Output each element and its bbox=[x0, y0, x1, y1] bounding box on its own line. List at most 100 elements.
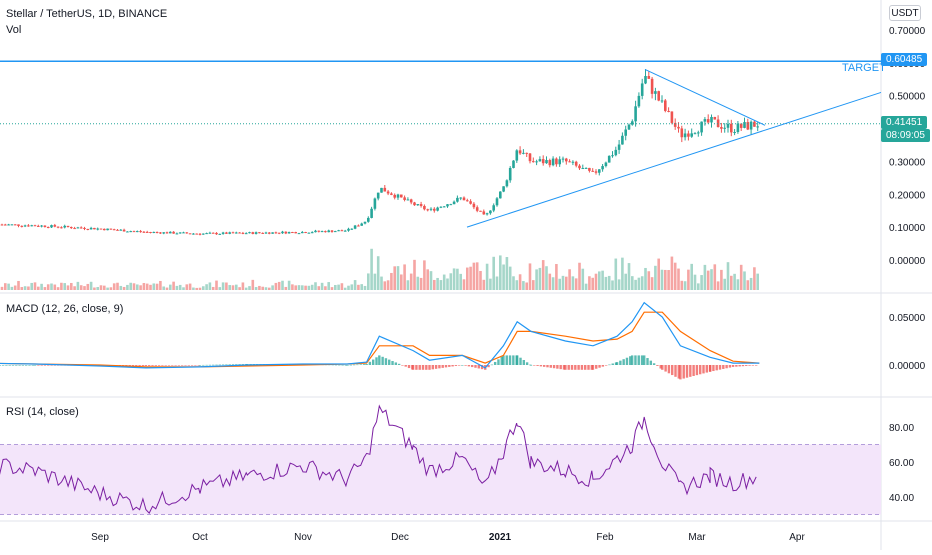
candle-body bbox=[327, 230, 330, 233]
candle-body bbox=[218, 233, 222, 235]
macd-histogram-bar bbox=[157, 365, 161, 366]
candle-body bbox=[310, 232, 314, 234]
currency-button[interactable]: USDT bbox=[889, 5, 921, 21]
volume-bar bbox=[479, 270, 482, 290]
candle-body bbox=[677, 126, 680, 129]
macd-histogram-bar bbox=[53, 365, 57, 366]
macd-histogram-bar bbox=[349, 364, 353, 366]
candle-body bbox=[568, 161, 571, 163]
macd-histogram-bar bbox=[161, 365, 164, 366]
candle-body bbox=[70, 227, 73, 229]
candle-body bbox=[736, 123, 740, 133]
macd-histogram-bar bbox=[751, 365, 755, 366]
rsi-tick-label: 60.00 bbox=[889, 458, 914, 469]
volume-bar bbox=[505, 257, 509, 290]
candle-body bbox=[294, 232, 297, 234]
volume-bar bbox=[598, 271, 601, 290]
macd-histogram-bar bbox=[235, 364, 238, 365]
volume-bar bbox=[700, 275, 703, 290]
volume-bar bbox=[571, 276, 575, 290]
macd-histogram-bar bbox=[529, 365, 533, 366]
candle-body bbox=[317, 230, 321, 232]
candle-body bbox=[485, 213, 489, 215]
volume-bar bbox=[545, 266, 548, 290]
candle-body bbox=[449, 204, 453, 206]
candle-body bbox=[37, 225, 40, 227]
macd-histogram-bar bbox=[595, 365, 598, 369]
candle-body bbox=[574, 161, 578, 166]
macd-histogram-bar bbox=[637, 355, 640, 365]
macd-histogram-bar bbox=[438, 365, 441, 369]
macd-histogram-bar bbox=[692, 365, 695, 376]
volume-bar bbox=[753, 267, 756, 290]
price-tick-label: 0.70000 bbox=[889, 26, 926, 37]
volume-bar bbox=[456, 268, 459, 290]
volume-bar bbox=[53, 284, 57, 290]
macd-histogram-bar bbox=[674, 365, 677, 377]
candle-body bbox=[30, 225, 33, 227]
macd-histogram-bar bbox=[241, 364, 245, 365]
macd-histogram-bar bbox=[448, 365, 451, 367]
volume-bar bbox=[340, 283, 344, 290]
volume-bar bbox=[66, 285, 70, 290]
volume-bar bbox=[614, 258, 618, 290]
candle-body bbox=[409, 199, 413, 203]
volume-bar bbox=[162, 286, 165, 290]
candle-body bbox=[205, 233, 208, 235]
volume-bar bbox=[334, 284, 337, 290]
candle-body bbox=[324, 231, 327, 233]
macd-histogram-bar bbox=[570, 365, 574, 370]
candle-body bbox=[281, 231, 284, 234]
candle-body bbox=[617, 144, 621, 150]
volume-bar bbox=[46, 284, 50, 290]
candle-body bbox=[749, 121, 753, 130]
volume-bar bbox=[50, 283, 53, 290]
macd-histogram-bar bbox=[464, 365, 467, 366]
macd-histogram-bar bbox=[177, 365, 181, 366]
macd-histogram-bar bbox=[708, 365, 712, 372]
candle-body bbox=[475, 207, 479, 211]
macd-histogram-bar bbox=[331, 364, 334, 366]
candle-body bbox=[79, 227, 83, 229]
volume-bar bbox=[178, 284, 182, 290]
volume-bar bbox=[277, 281, 281, 290]
macd-histogram-bar bbox=[477, 365, 480, 369]
macd-histogram-bar bbox=[187, 365, 191, 366]
macd-histogram-bar bbox=[652, 363, 656, 365]
candle-body bbox=[634, 106, 637, 122]
support-trendline bbox=[466, 91, 882, 228]
candle-body bbox=[235, 232, 238, 234]
volume-bar bbox=[578, 262, 581, 290]
candle-body bbox=[10, 224, 14, 226]
volume-bar bbox=[343, 287, 347, 290]
volume-bar bbox=[10, 286, 14, 290]
macd-histogram-bar bbox=[552, 365, 556, 369]
candle-body bbox=[400, 194, 403, 198]
volume-bar bbox=[79, 285, 83, 290]
macd-histogram-bar bbox=[338, 364, 341, 366]
volume-bar bbox=[746, 280, 750, 290]
macd-histogram-bar bbox=[689, 365, 692, 377]
volume-label: Vol bbox=[6, 24, 22, 36]
macd-histogram-bar bbox=[608, 364, 611, 366]
macd-histogram-bar bbox=[508, 355, 512, 365]
candle-body bbox=[182, 232, 185, 234]
macd-histogram-bar bbox=[562, 365, 566, 370]
volume-bar bbox=[495, 276, 499, 290]
macd-histogram-bar bbox=[352, 364, 356, 366]
candle-body bbox=[386, 191, 390, 194]
volume-bar bbox=[261, 286, 264, 290]
macd-histogram-bar bbox=[718, 365, 722, 370]
volume-bar bbox=[393, 266, 396, 290]
volume-bar bbox=[733, 273, 736, 290]
volume-bar bbox=[73, 286, 76, 290]
candle-body bbox=[528, 153, 532, 162]
candle-body bbox=[479, 210, 482, 212]
macd-histogram-bar bbox=[368, 361, 372, 365]
volume-bar bbox=[208, 282, 212, 290]
volume-bar bbox=[743, 271, 746, 290]
macd-histogram-bar bbox=[611, 363, 614, 365]
candle-body bbox=[0, 224, 4, 226]
